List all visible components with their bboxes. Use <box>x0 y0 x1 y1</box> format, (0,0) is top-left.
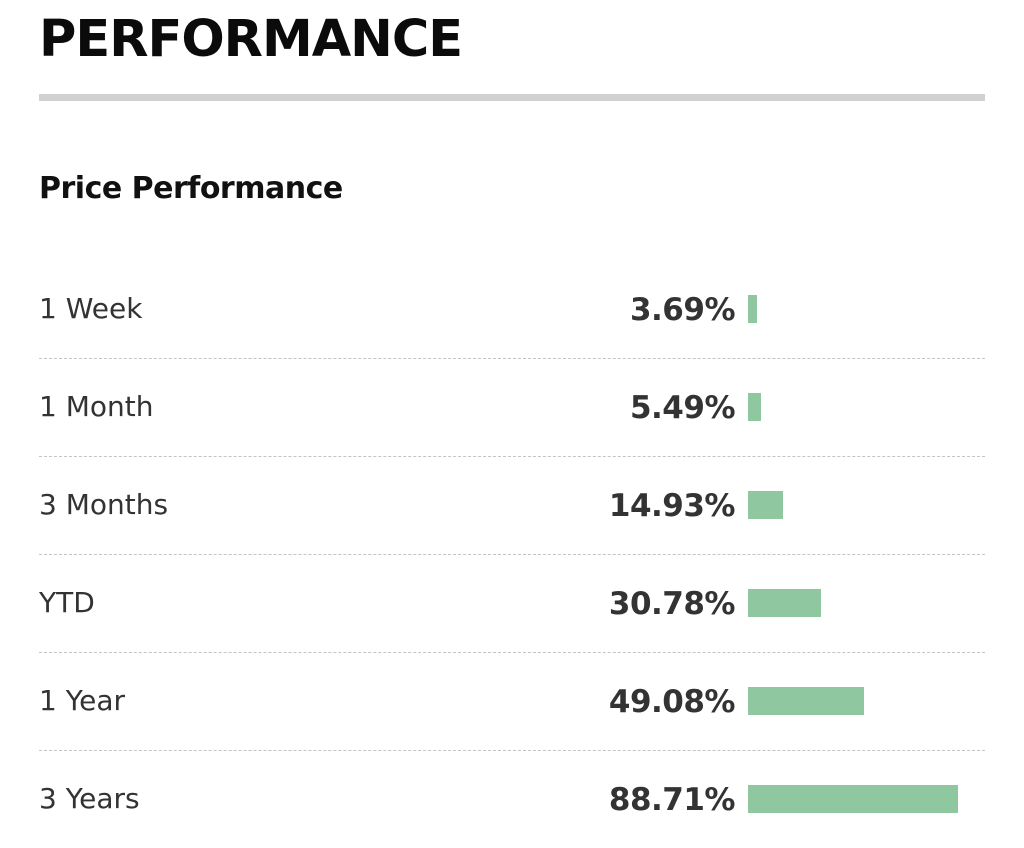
performance-row-3-months: 3 Months 14.93% <box>39 457 985 555</box>
performance-bar <box>748 589 821 617</box>
row-value: 88.71% <box>608 782 736 818</box>
row-value: 49.08% <box>608 684 736 720</box>
performance-bar <box>748 491 784 519</box>
title-divider <box>39 94 985 101</box>
performance-row-ytd: YTD 30.78% <box>39 555 985 653</box>
performance-row-3-years: 3 Years 88.71% <box>39 751 985 848</box>
price-performance-table: 1 Week 3.69% 1 Month 5.49% 3 Months 14.9… <box>39 261 985 848</box>
performance-bar <box>748 393 761 421</box>
performance-row-1-month: 1 Month 5.49% <box>39 359 985 457</box>
row-label: 3 Months <box>39 488 169 521</box>
row-value: 5.49% <box>629 390 736 426</box>
performance-row-1-week: 1 Week 3.69% <box>39 261 985 359</box>
section-title: PERFORMANCE <box>39 10 463 69</box>
performance-bar <box>748 295 757 323</box>
row-label: YTD <box>39 586 95 619</box>
row-value: 3.69% <box>629 292 736 328</box>
row-value: 30.78% <box>608 586 736 622</box>
row-label: 1 Month <box>39 390 154 423</box>
performance-bar <box>748 687 865 715</box>
row-label: 1 Week <box>39 292 143 325</box>
performance-bar <box>748 785 959 813</box>
row-label: 1 Year <box>39 684 125 717</box>
price-performance-heading: Price Performance <box>39 171 343 206</box>
row-value: 14.93% <box>608 488 736 524</box>
row-label: 3 Years <box>39 782 140 815</box>
performance-row-1-year: 1 Year 49.08% <box>39 653 985 751</box>
